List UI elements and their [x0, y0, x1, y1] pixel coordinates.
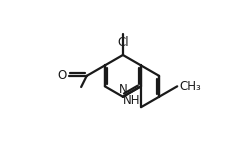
Text: NH: NH: [123, 93, 140, 106]
Text: O: O: [57, 69, 66, 82]
Text: Cl: Cl: [117, 36, 129, 49]
Text: N: N: [118, 83, 127, 96]
Text: CH₃: CH₃: [179, 80, 201, 93]
